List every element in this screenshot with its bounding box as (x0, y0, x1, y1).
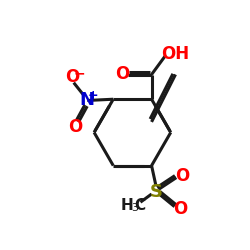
Text: +: + (88, 88, 98, 102)
Text: OH: OH (162, 45, 190, 63)
Text: S: S (150, 182, 162, 200)
Text: C: C (134, 198, 145, 213)
Text: N: N (80, 92, 95, 110)
Text: O: O (115, 65, 129, 83)
Text: H: H (120, 198, 133, 213)
Text: 3: 3 (131, 203, 138, 213)
Text: O: O (65, 68, 80, 86)
Text: −: − (73, 67, 85, 81)
Text: O: O (68, 118, 82, 136)
Text: O: O (175, 167, 190, 185)
Text: O: O (174, 200, 188, 218)
